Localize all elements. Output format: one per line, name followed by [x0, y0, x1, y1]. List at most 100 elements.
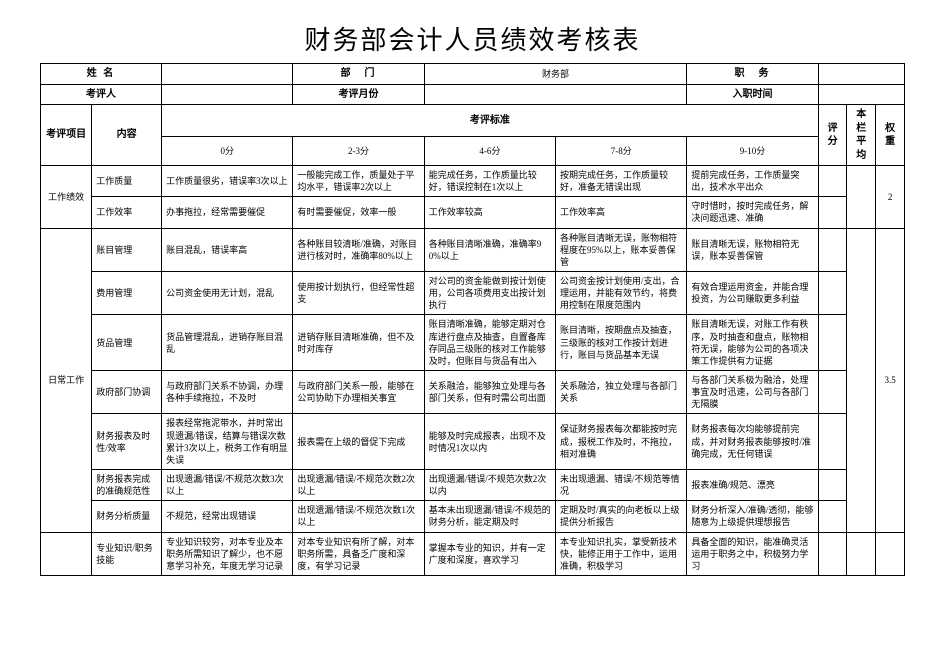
- table-row: 财务报表完成的准确规范性出现遗漏/错误/不规范次数3次以上出现遗漏/错误/不规范…: [41, 469, 905, 500]
- col-78: 7-8分: [556, 136, 687, 165]
- criteria-cell: 一般能完成工作，质量处于平均水平，错误率2次以上: [293, 166, 424, 197]
- weight-cell: 3.5: [876, 228, 905, 532]
- criteria-cell: 出现遗漏/错误/不规范次数2次以内: [424, 469, 555, 500]
- table-row: 政府部门协调与政府部门关系不协调，办理各种手续拖拉，不及时与政府部门关系一般，能…: [41, 370, 905, 413]
- criteria-cell: 定期及时/真实的向老板以上级提供分析报告: [556, 501, 687, 532]
- weight-cell: 2: [876, 166, 905, 229]
- criteria-cell: 各种账目清晰无误，账物相符程度在95%以上，账本妥善保管: [556, 228, 687, 271]
- criteria-cell: 出现遗漏/错误/不规范次数1次以上: [293, 501, 424, 532]
- criteria-cell: 对本专业知识有所了解，对本职务所需，具备乏广度和深度，有学习记录: [293, 532, 424, 575]
- group-name: 日常工作: [41, 228, 92, 532]
- evaluation-form: 财务部会计人员绩效考核表 姓 名 部 门 财务部 职 务 考评人: [0, 0, 945, 669]
- criteria-cell: 提前完成任务，工作质量突出，技术水平出众: [687, 166, 818, 197]
- criteria-cell: 各种账目较清晰/准确，对账目进行核对时，准确率80%以上: [293, 228, 424, 271]
- criteria-cell: 财务分析深入/准确/透彻，能够随意为上级提供理想报告: [687, 501, 818, 532]
- col-content: 内容: [92, 105, 162, 166]
- criteria-cell: 专业知识较穷，对本专业及本职务所需知识了解少，也不愿意学习补充，年度无学习记录: [162, 532, 293, 575]
- col-23: 2-3分: [293, 136, 424, 165]
- score-cell: [818, 271, 847, 314]
- criteria-cell: 本专业知识扎实，掌受新技术快，能修正用于工作中，运用准确，积极学习: [556, 532, 687, 575]
- criteria-cell: 不规范，经常出现错误: [162, 501, 293, 532]
- table-row: 货品管理货品管理混乱，进销存账目混乱进销存账目清晰准确，但不及时对库存账目清晰准…: [41, 315, 905, 371]
- criteria-cell: 保证财务报表每次都能按时完成，报税工作及时，不拖拉，相对准确: [556, 414, 687, 470]
- row-content: 货品管理: [92, 315, 162, 371]
- criteria-cell: 基本未出现遗漏/错误/不规范的财务分析，能定期及时: [424, 501, 555, 532]
- criteria-cell: 进销存账目清晰准确，但不及时对库存: [293, 315, 424, 371]
- col-criteria: 考评标准: [162, 105, 819, 137]
- criteria-cell: 公司资金使用无计划，混乱: [162, 271, 293, 314]
- criteria-cell: 账目混乱，错误率高: [162, 228, 293, 271]
- criteria-cell: 出现遗漏/错误/不规范次数3次以上: [162, 469, 293, 500]
- score-cell: [818, 228, 847, 271]
- info-row-2: 考评人 考评月份 入职时间: [41, 84, 905, 105]
- score-cell: [818, 370, 847, 413]
- criteria-cell: 按期完成任务，工作质量较好，准备无错误出现: [556, 166, 687, 197]
- score-cell: [818, 501, 847, 532]
- avg-cell: [847, 166, 876, 229]
- avg-cell: [847, 228, 876, 532]
- table-row: 工作绩效工作质量工作质量很劣，错误率3次以上一般能完成工作，质量处于平均水平，错…: [41, 166, 905, 197]
- score-cell: [818, 166, 847, 197]
- criteria-header-row-2: 0分 2-3分 4-6分 7-8分 9-10分: [41, 136, 905, 165]
- col-weight: 权重: [876, 105, 905, 166]
- criteria-cell: 报表经常拖泥带水，并时常出现遗漏/错误，结算与错误次数累计3次以上，税务工作有明…: [162, 414, 293, 470]
- col-46: 4-6分: [424, 136, 555, 165]
- row-content: 账目管理: [92, 228, 162, 271]
- col-avg: 本栏平均: [847, 105, 876, 166]
- criteria-cell: 账目清晰无误，账物相符无误，账本妥善保管: [687, 228, 818, 271]
- row-content: 专业知识/职务技能: [92, 532, 162, 575]
- criteria-cell: 对公司的资金能做到按计划使用，公司各项费用支出按计划执行: [424, 271, 555, 314]
- info-row-1: 姓 名 部 门 财务部 职 务: [41, 64, 905, 85]
- criteria-cell: 有效合理运用资金，并能合理投资，为公司赚取更多利益: [687, 271, 818, 314]
- table-row: 日常工作账目管理账目混乱，错误率高各种账目较清晰/准确，对账目进行核对时，准确率…: [41, 228, 905, 271]
- criteria-cell: 关系融洽，能够独立处理与各部门关系，但有时需公司出面: [424, 370, 555, 413]
- criteria-cell: 工作质量很劣，错误率3次以上: [162, 166, 293, 197]
- form-title: 财务部会计人员绩效考核表: [40, 20, 905, 57]
- row-content: 费用管理: [92, 271, 162, 314]
- weight-cell: [876, 532, 905, 575]
- criteria-cell: 使用按计划执行，但经常性超支: [293, 271, 424, 314]
- criteria-cell: 具备全面的知识，能准确灵活运用于职务之中，积极努力学习: [687, 532, 818, 575]
- score-cell: [818, 532, 847, 575]
- criteria-cell: 与政府部门关系一般，能够在公司协助下办理相关事宜: [293, 370, 424, 413]
- row-content: 工作效率: [92, 197, 162, 228]
- table-row: 专业知识/职务技能专业知识较穷，对本专业及本职务所需知识了解少，也不愿意学习补充…: [41, 532, 905, 575]
- col-0: 0分: [162, 136, 293, 165]
- criteria-cell: 与政府部门关系不协调，办理各种手续拖拉，不及时: [162, 370, 293, 413]
- criteria-cell: 货品管理混乱，进销存账目混乱: [162, 315, 293, 371]
- group-name: 工作绩效: [41, 166, 92, 229]
- criteria-cell: 能够及时完成报表，出现不及时情况1次以内: [424, 414, 555, 470]
- table-row: 工作效率办事拖拉，经常需要催促有时需要催促，效率一般工作效率较高工作效率高守时惜…: [41, 197, 905, 228]
- avg-cell: [847, 532, 876, 575]
- criteria-cell: 能完成任务，工作质量比较好，错误控制在1次以上: [424, 166, 555, 197]
- group-name: [41, 532, 92, 575]
- dept-label: 部 门: [293, 64, 424, 85]
- col-project: 考评项目: [41, 105, 92, 166]
- score-cell: [818, 315, 847, 371]
- score-cell: [818, 197, 847, 228]
- row-content: 政府部门协调: [92, 370, 162, 413]
- criteria-cell: 账目清晰无误，对账工作有秩序，及时抽查和盘点，账物相符无误，能够为公司的各项决策…: [687, 315, 818, 371]
- col-score: 评分: [818, 105, 847, 166]
- row-content: 财务分析质量: [92, 501, 162, 532]
- row-content: 财务报表及时性/效率: [92, 414, 162, 470]
- criteria-cell: 工作效率高: [556, 197, 687, 228]
- criteria-cell: 账目清晰准确，能够定期对仓库进行盘点及抽查，自置备库存同品三级账的核对工作能够及…: [424, 315, 555, 371]
- hire-label: 入职时间: [687, 84, 818, 105]
- criteria-cell: 出现遗漏/错误/不规范次数2次以上: [293, 469, 424, 500]
- criteria-header-row-1: 考评项目 内容 考评标准 评分 本栏平均 权重: [41, 105, 905, 137]
- criteria-cell: 关系融洽，独立处理与各部门关系: [556, 370, 687, 413]
- name-label: 姓 名: [41, 64, 162, 85]
- criteria-cell: 财务报表每次均能够提前完成，并对财务报表能够按时/准确完成，无任何错误: [687, 414, 818, 470]
- table-row: 费用管理公司资金使用无计划，混乱使用按计划执行，但经常性超支对公司的资金能做到按…: [41, 271, 905, 314]
- criteria-cell: 报表需在上级的督促下完成: [293, 414, 424, 470]
- col-910: 9-10分: [687, 136, 818, 165]
- score-cell: [818, 414, 847, 470]
- dept-value: 财务部: [424, 64, 687, 85]
- month-label: 考评月份: [293, 84, 424, 105]
- position-label: 职 务: [687, 64, 818, 85]
- assessor-label: 考评人: [41, 84, 162, 105]
- criteria-cell: 各种账目清晰准确，准确率90%以上: [424, 228, 555, 271]
- evaluation-table: 姓 名 部 门 财务部 职 务 考评人 考评月份 入职时间 考评项目 内容 考评…: [40, 63, 905, 576]
- assessor-value: [162, 84, 293, 105]
